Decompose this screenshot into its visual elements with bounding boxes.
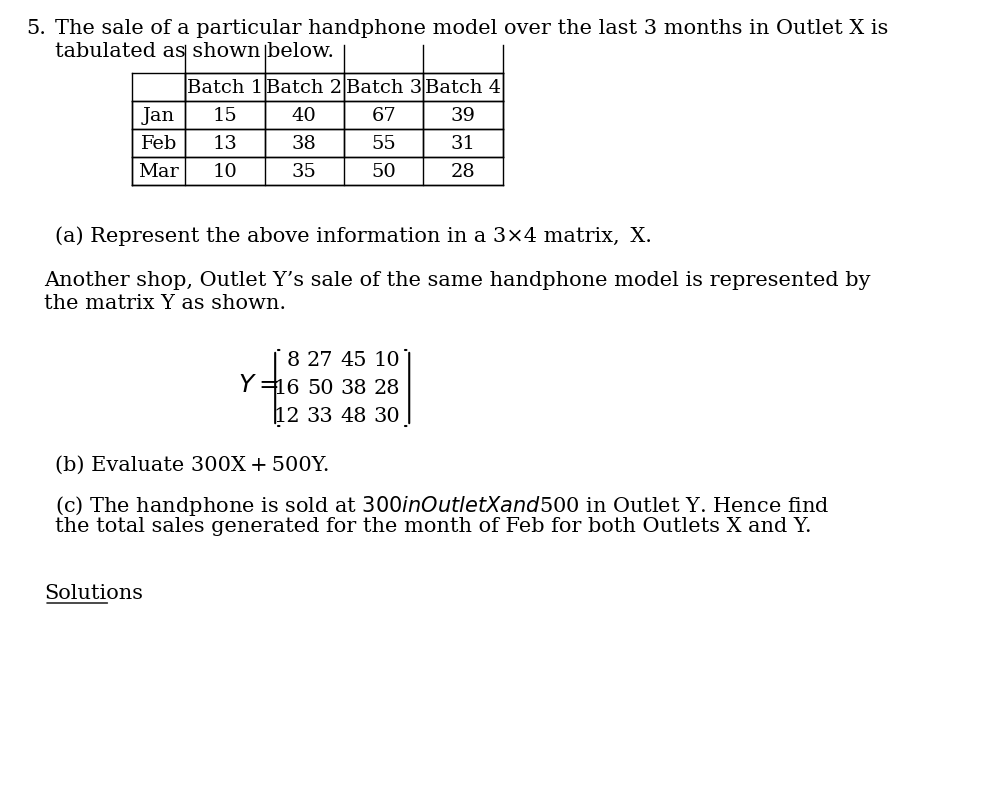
Text: (c) The handphone is sold at $300 in Outlet X and $500 in Outlet Y. Hence find: (c) The handphone is sold at $300 in Out… <box>54 493 828 517</box>
Text: 13: 13 <box>212 135 237 153</box>
Text: 38: 38 <box>340 379 367 398</box>
Text: 10: 10 <box>374 351 400 370</box>
Text: 50: 50 <box>371 163 395 181</box>
Text: the matrix Y as shown.: the matrix Y as shown. <box>44 294 286 312</box>
Text: Batch 1: Batch 1 <box>186 79 262 97</box>
Text: 50: 50 <box>307 379 333 398</box>
Text: 55: 55 <box>371 135 395 153</box>
Text: 15: 15 <box>212 107 237 124</box>
Text: Feb: Feb <box>140 135 176 153</box>
Text: Batch 4: Batch 4 <box>425 79 501 97</box>
Text: 16: 16 <box>273 379 300 398</box>
Text: 10: 10 <box>212 163 237 181</box>
Text: Jan: Jan <box>143 107 175 124</box>
Text: (b) Evaluate 300X + 500Y.: (b) Evaluate 300X + 500Y. <box>54 455 329 475</box>
Text: 28: 28 <box>451 163 475 181</box>
Text: 12: 12 <box>273 407 300 426</box>
Text: 38: 38 <box>292 135 317 153</box>
Text: Another shop, Outlet Y’s sale of the same handphone model is represented by: Another shop, Outlet Y’s sale of the sam… <box>44 271 870 290</box>
Text: the total sales generated for the month of Feb for both Outlets X and Y.: the total sales generated for the month … <box>54 516 810 536</box>
Text: The sale of a particular handphone model over the last 3 months in Outlet X is: The sale of a particular handphone model… <box>54 19 887 38</box>
Text: 30: 30 <box>374 407 400 426</box>
Text: 35: 35 <box>292 163 317 181</box>
Text: (a) Represent the above information in a 3×4 matrix,  X.: (a) Represent the above information in a… <box>54 226 651 246</box>
Text: 28: 28 <box>374 379 400 398</box>
Text: Solutions: Solutions <box>44 583 143 602</box>
Text: Batch 2: Batch 2 <box>266 79 342 97</box>
Text: tabulated as shown below.: tabulated as shown below. <box>54 42 333 61</box>
Text: 31: 31 <box>451 135 475 153</box>
Text: 48: 48 <box>340 407 367 426</box>
Text: $Y =$: $Y =$ <box>238 374 278 397</box>
Text: 8: 8 <box>286 351 300 370</box>
Text: 39: 39 <box>450 107 475 124</box>
Text: Batch 3: Batch 3 <box>345 79 421 97</box>
Text: 27: 27 <box>307 351 333 370</box>
Text: Mar: Mar <box>138 163 178 181</box>
Text: 5.: 5. <box>27 19 46 38</box>
Text: 67: 67 <box>371 107 395 124</box>
Text: 33: 33 <box>307 407 333 426</box>
Text: 40: 40 <box>292 107 317 124</box>
Text: 45: 45 <box>340 351 367 370</box>
